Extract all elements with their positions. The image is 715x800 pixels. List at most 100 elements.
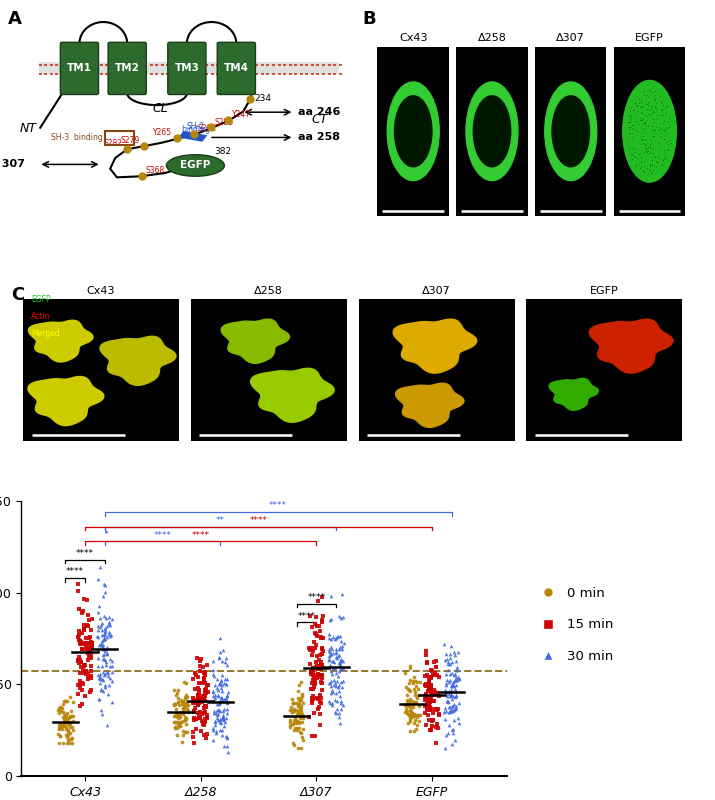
Point: [641, 98, 653, 110]
Point: [104, 618, 115, 630]
Point: [82, 620, 94, 633]
Point: [649, 101, 661, 114]
Point: [213, 651, 225, 664]
Point: [190, 669, 202, 682]
Point: [304, 642, 315, 654]
Text: SH-2: SH-2: [187, 122, 204, 131]
Point: [82, 647, 94, 660]
Point: [220, 673, 231, 686]
Point: [290, 715, 301, 728]
Point: [433, 670, 445, 683]
Point: [652, 136, 664, 149]
Point: [644, 85, 655, 98]
Point: [408, 701, 419, 714]
Point: [74, 674, 86, 687]
Point: [99, 625, 111, 638]
Point: [176, 694, 187, 707]
Point: [316, 672, 327, 685]
Point: [287, 718, 298, 730]
Point: [59, 718, 70, 730]
Bar: [378, 46, 449, 216]
Point: [333, 657, 345, 670]
Point: [106, 674, 117, 687]
Point: [93, 669, 104, 682]
Point: [324, 694, 335, 707]
Text: ****: ****: [250, 516, 267, 525]
Text: aa 258: aa 258: [297, 133, 340, 142]
Point: [213, 703, 225, 716]
Point: [401, 706, 413, 719]
Point: [411, 718, 423, 731]
Point: [430, 661, 441, 674]
Point: [433, 690, 445, 702]
Point: [54, 730, 66, 742]
Point: [100, 578, 112, 591]
Point: [73, 657, 84, 670]
Point: [451, 664, 463, 677]
Point: [626, 121, 637, 134]
Bar: [526, 299, 682, 441]
Point: [291, 715, 302, 728]
Point: [99, 653, 111, 666]
Point: [441, 695, 453, 708]
Point: [315, 631, 327, 644]
Point: [97, 673, 108, 686]
Point: [439, 713, 450, 726]
Point: [64, 721, 76, 734]
Point: [72, 654, 84, 667]
Text: A: A: [8, 10, 21, 28]
Point: [103, 615, 114, 628]
Point: [646, 101, 658, 114]
FancyBboxPatch shape: [108, 42, 147, 94]
Point: [193, 683, 204, 696]
Point: [446, 667, 458, 680]
Text: Δ258: Δ258: [478, 34, 506, 43]
Point: [649, 149, 660, 162]
Point: [172, 706, 184, 719]
Point: [216, 724, 227, 737]
Point: [209, 727, 221, 740]
Point: [420, 718, 431, 731]
Point: [52, 727, 64, 740]
Point: [315, 656, 327, 669]
Point: [453, 646, 464, 658]
Point: [335, 611, 347, 624]
Point: [96, 636, 107, 649]
Point: [308, 681, 320, 694]
Point: [169, 698, 181, 711]
Point: [425, 663, 437, 676]
Point: [315, 676, 327, 689]
Point: [315, 697, 327, 710]
Point: [335, 702, 346, 715]
Point: [182, 702, 193, 715]
Point: [626, 130, 638, 143]
Point: [337, 655, 349, 668]
Point: [431, 687, 443, 700]
Point: [635, 155, 646, 168]
Point: [314, 660, 325, 673]
Point: [309, 626, 320, 639]
Point: [64, 718, 76, 730]
Point: [330, 650, 342, 663]
Point: [222, 740, 233, 753]
Point: [335, 634, 347, 647]
Point: [174, 719, 186, 732]
Point: [214, 724, 226, 737]
Point: [297, 722, 309, 735]
Point: [101, 643, 112, 656]
Point: [334, 640, 345, 653]
Point: [102, 666, 113, 678]
Text: Cx43: Cx43: [399, 34, 428, 43]
Point: [86, 670, 97, 682]
Point: [448, 676, 459, 689]
Point: [661, 106, 672, 119]
Point: [419, 690, 430, 702]
Point: [62, 729, 74, 742]
Point: [328, 679, 340, 692]
Point: [316, 614, 327, 626]
Point: [93, 671, 104, 684]
Point: [449, 668, 460, 681]
Point: [85, 651, 97, 664]
Point: [213, 678, 225, 690]
Point: [447, 699, 458, 712]
